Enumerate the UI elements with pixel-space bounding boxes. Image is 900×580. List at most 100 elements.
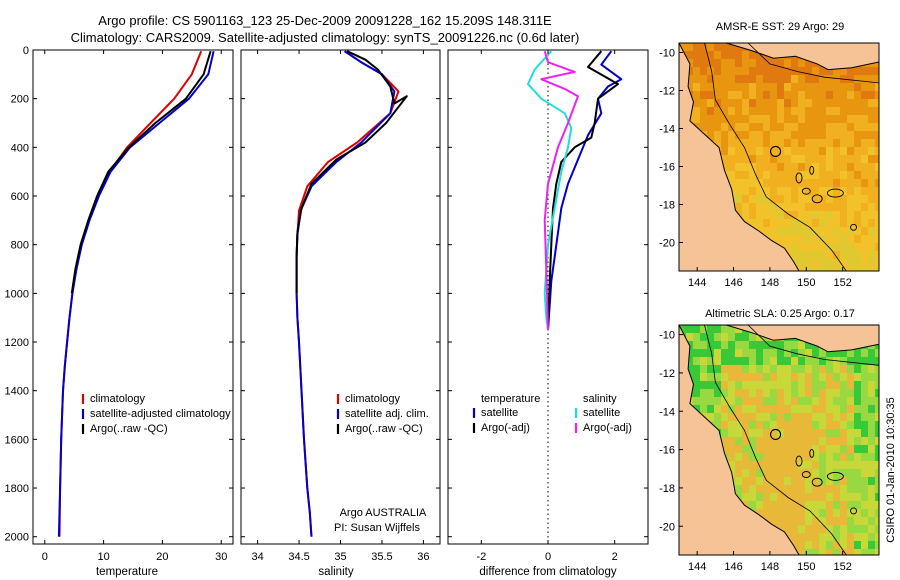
- sla-map-cell: [840, 509, 848, 518]
- sla-map-cell: [840, 501, 848, 510]
- sst-map-cell: [770, 75, 778, 84]
- sla-map-ytick-label-0: -10: [659, 330, 675, 342]
- sst-map-cell: [728, 43, 736, 52]
- sla-map-xtick-label-4: 152: [833, 561, 851, 573]
- sst-map-cell: [868, 115, 876, 124]
- sst-map-cell: [854, 211, 862, 220]
- depth-tick-label-6: 1200: [5, 337, 29, 349]
- sla-map-cell: [854, 517, 862, 526]
- sst-map-cell: [840, 139, 848, 148]
- sst-map-cell: [770, 203, 778, 212]
- sst-map-cell: [868, 251, 876, 260]
- sst-map-cell: [833, 219, 841, 228]
- sla-map-cell: [833, 469, 841, 478]
- sst-map-cell: [875, 227, 879, 236]
- sla-map-cell: [728, 413, 736, 422]
- sla-map-cell: [763, 429, 771, 438]
- sst-map-cell: [819, 243, 827, 252]
- difference-xtick-label-0: -2: [476, 551, 486, 563]
- sla-map-cell: [763, 437, 771, 446]
- sla-map-cell: [798, 549, 806, 555]
- sla-map-cell: [847, 453, 855, 462]
- sla-map-cell: [812, 493, 820, 502]
- sla-map-cell: [735, 477, 743, 486]
- sla-map-cell: [777, 477, 785, 486]
- sst-map-cell: [868, 155, 876, 164]
- sst-map-cell: [812, 99, 820, 108]
- sst-map-cell: [749, 219, 757, 228]
- sst-map-cell: [784, 235, 792, 244]
- sla-map-cell: [854, 469, 862, 478]
- sst-map-cell: [791, 107, 799, 116]
- sst-map-cell: [784, 227, 792, 236]
- sst-map-xtick-label-3: 150: [797, 277, 815, 289]
- sla-map-cell: [840, 373, 848, 382]
- salinity-legend-label-0: climatology: [345, 393, 401, 405]
- sla-map-cell: [819, 485, 827, 494]
- sst-map-cell: [756, 131, 764, 140]
- sst-map-cell: [826, 195, 834, 204]
- sla-map-cell: [854, 397, 862, 406]
- sla-map-cell: [826, 525, 834, 534]
- sst-map-cell: [819, 195, 827, 204]
- sst-map-cell: [700, 99, 708, 108]
- sla-map-cell: [826, 349, 834, 358]
- sla-map-cell: [707, 389, 715, 398]
- sst-map-cell: [875, 115, 879, 124]
- temperature-xtick-label-2: 20: [156, 551, 168, 563]
- depth-tick-label-10: 2000: [5, 532, 29, 544]
- sla-map-cell: [756, 461, 764, 470]
- sst-map-cell: [826, 219, 834, 228]
- sla-map-cell: [861, 517, 869, 526]
- sla-map-cell: [826, 493, 834, 502]
- sla-map-cell: [721, 413, 729, 422]
- sla-map-cell: [756, 421, 764, 430]
- sst-map-cell: [742, 203, 750, 212]
- sla-map-cell: [791, 445, 799, 454]
- sst-map-cell: [763, 139, 771, 148]
- sst-map-cell: [819, 83, 827, 92]
- sst-map-cell: [756, 99, 764, 108]
- sla-map-cell: [833, 389, 841, 398]
- sst-map-cell: [707, 75, 715, 84]
- sla-map-cell: [861, 357, 869, 366]
- sla-map-cell: [700, 349, 708, 358]
- sst-map-cell: [812, 203, 820, 212]
- sst-map-cell: [756, 75, 764, 84]
- sst-map-cell: [763, 131, 771, 140]
- sst-map-cell: [770, 83, 778, 92]
- sla-map-cell: [875, 397, 879, 406]
- sst-map-cell: [861, 99, 869, 108]
- sst-map-cell: [861, 155, 869, 164]
- sst-map-cell: [791, 67, 799, 76]
- sla-map-cell: [721, 421, 729, 430]
- sst-map-cell: [749, 171, 757, 180]
- sla-map-cell: [735, 389, 743, 398]
- sla-map-cell: [798, 373, 806, 382]
- sst-map-cell: [791, 179, 799, 188]
- sla-map-coastline: [679, 325, 800, 555]
- sla-map-cell: [819, 549, 827, 555]
- sst-map-cell: [819, 203, 827, 212]
- sst-map-cell: [791, 147, 799, 156]
- sst-map-cell: [798, 75, 806, 84]
- sst-map-cell: [770, 107, 778, 116]
- sla-map-cell: [798, 477, 806, 486]
- sst-map-cell: [693, 51, 701, 60]
- sst-map-cell: [812, 115, 820, 124]
- sla-map-cell: [868, 509, 876, 518]
- sst-map-ytick-label-1: -12: [659, 86, 675, 98]
- sst-map-cell: [854, 195, 862, 204]
- sst-map-cell: [812, 187, 820, 196]
- sla-map-cell: [784, 413, 792, 422]
- sst-map-cell: [861, 211, 869, 220]
- sla-map-cell: [812, 373, 820, 382]
- sst-map-cell: [798, 155, 806, 164]
- sla-map-cell: [721, 333, 729, 342]
- sla-map-cell: [700, 357, 708, 366]
- sst-map-cell: [735, 179, 743, 188]
- sst-map-cell: [812, 211, 820, 220]
- sst-map-cell: [868, 139, 876, 148]
- sla-map-cell: [847, 533, 855, 542]
- sla-map-cell: [707, 333, 715, 342]
